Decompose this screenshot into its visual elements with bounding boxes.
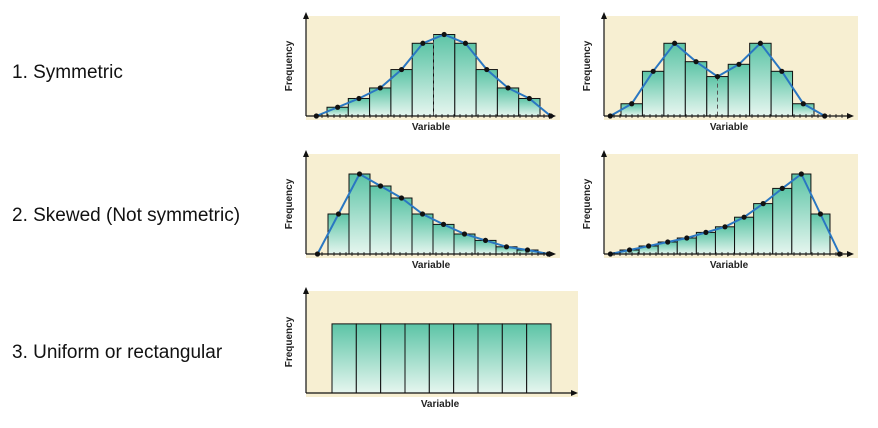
- histogram-bar: [706, 76, 729, 117]
- data-point: [419, 211, 426, 217]
- data-point: [650, 68, 656, 74]
- data-point: [757, 40, 763, 46]
- label-symmetric: 1. Symmetric: [12, 62, 123, 83]
- histogram-right-skewed: Variable Frequency: [284, 150, 560, 271]
- x-axis-arrow-icon: [549, 251, 556, 257]
- data-point: [741, 214, 747, 220]
- data-point: [817, 211, 824, 217]
- histogram-bar: [770, 70, 794, 117]
- histogram-bimodal: Variable Frequency: [582, 12, 858, 133]
- histogram-bar: [390, 197, 413, 255]
- histogram-bar: [695, 231, 716, 255]
- data-point: [462, 40, 469, 46]
- y-axis-label: Frequency: [284, 316, 295, 367]
- histogram-symmetric: Variable Frequency: [284, 12, 560, 133]
- data-point: [693, 59, 699, 65]
- data-point: [646, 243, 652, 249]
- histogram-bar: [411, 42, 434, 117]
- x-axis-label: Variable: [412, 260, 451, 271]
- data-point: [779, 185, 785, 191]
- histogram-bar: [380, 323, 406, 394]
- data-point: [440, 221, 447, 227]
- histogram-bar: [772, 187, 793, 255]
- histogram-bar: [428, 323, 455, 394]
- histogram-bar: [355, 323, 382, 394]
- histogram-bar: [714, 226, 736, 255]
- histogram-bar: [753, 203, 774, 255]
- x-axis-label: Variable: [412, 122, 451, 133]
- histogram-bar: [501, 323, 528, 394]
- data-point: [356, 95, 362, 102]
- data-point: [722, 224, 728, 230]
- x-axis-label: Variable: [710, 260, 749, 271]
- data-point: [461, 231, 468, 237]
- y-axis-arrow-icon: [303, 150, 309, 157]
- data-point: [335, 211, 342, 217]
- data-point: [484, 66, 490, 73]
- label-skewed: 2. Skewed (Not symmetric): [12, 205, 241, 226]
- x-axis-label: Variable: [710, 122, 749, 133]
- data-point: [505, 85, 511, 91]
- histogram-bar: [684, 61, 708, 117]
- data-point: [503, 244, 510, 250]
- data-point: [526, 95, 532, 102]
- data-point: [672, 40, 678, 46]
- data-point: [441, 31, 447, 38]
- data-point: [377, 85, 383, 91]
- histogram-uniform: Variable Frequency: [284, 287, 578, 410]
- y-axis-label: Frequency: [284, 40, 295, 91]
- histogram-bar: [433, 34, 456, 117]
- histogram-bar: [727, 63, 751, 117]
- data-point: [703, 229, 709, 235]
- data-point: [626, 247, 633, 253]
- x-axis-arrow-icon: [847, 251, 854, 257]
- y-axis-arrow-icon: [303, 287, 309, 294]
- data-point: [665, 239, 671, 245]
- y-axis-arrow-icon: [601, 12, 607, 19]
- histogram-bar: [331, 323, 357, 394]
- histogram-bar: [404, 323, 430, 394]
- data-point: [800, 101, 806, 107]
- data-point: [779, 68, 785, 74]
- frequency-polygon: [316, 172, 549, 255]
- y-axis-arrow-icon: [601, 150, 607, 157]
- data-point: [377, 183, 384, 189]
- histogram-bar: [641, 70, 665, 117]
- histogram-bar: [477, 323, 503, 394]
- histogram-left-skewed: Variable Frequency: [582, 150, 858, 271]
- histogram-bar: [454, 42, 477, 117]
- x-axis-arrow-icon: [847, 113, 854, 119]
- histogram-bar: [411, 213, 434, 255]
- x-axis-arrow-icon: [549, 113, 556, 119]
- data-point: [398, 195, 405, 201]
- y-axis-label: Frequency: [582, 178, 593, 229]
- data-point: [798, 171, 804, 177]
- histogram-bar: [327, 213, 350, 255]
- data-point: [420, 40, 426, 46]
- data-point: [335, 104, 341, 110]
- data-point: [714, 73, 721, 80]
- y-axis-arrow-icon: [303, 12, 309, 19]
- data-point: [760, 201, 766, 207]
- data-point: [524, 247, 531, 253]
- histogram-bar: [810, 213, 831, 255]
- histogram-bar: [369, 185, 392, 255]
- label-uniform: 3. Uniform or rectangular: [12, 342, 223, 363]
- frequency-polygon: [315, 33, 552, 117]
- y-axis-label: Frequency: [582, 40, 593, 91]
- x-axis-arrow-icon: [571, 390, 578, 396]
- data-point: [629, 101, 635, 107]
- histogram-bar: [453, 323, 479, 394]
- data-point: [684, 235, 690, 241]
- y-axis-label: Frequency: [284, 178, 295, 229]
- data-point: [398, 66, 405, 73]
- histogram-bar: [734, 216, 755, 255]
- histogram-bar: [518, 97, 541, 117]
- histogram-bar: [526, 323, 552, 394]
- data-point: [482, 237, 489, 243]
- data-point: [356, 171, 363, 177]
- data-point: [736, 61, 742, 67]
- x-axis-label: Variable: [421, 399, 460, 410]
